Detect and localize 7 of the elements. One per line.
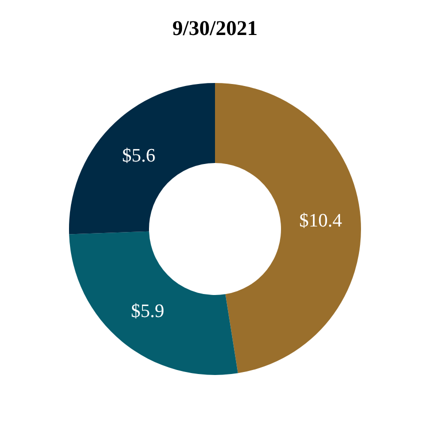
donut-slice bbox=[69, 83, 215, 234]
data-label: $10.4 bbox=[299, 210, 343, 232]
data-label: $5.6 bbox=[122, 145, 156, 166]
chart-title: 9/30/2021 bbox=[172, 16, 258, 40]
donut-slice bbox=[215, 83, 361, 374]
data-label: $5.9 bbox=[131, 300, 164, 322]
donut-slice bbox=[69, 231, 238, 375]
